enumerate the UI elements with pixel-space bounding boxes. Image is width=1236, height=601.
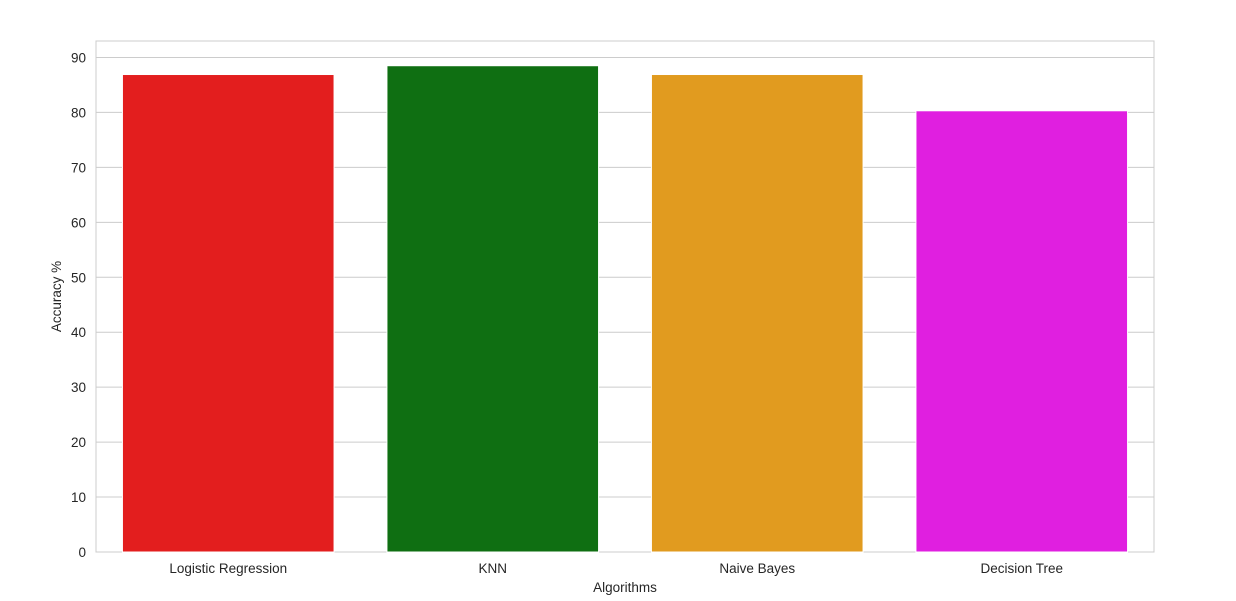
y-tick-label: 90 [71, 50, 86, 65]
bar-naive-bayes [650, 74, 864, 553]
x-tick-labels: Logistic Regression KNN Naive Bayes Decisio… [169, 561, 1063, 576]
bars [121, 65, 1129, 553]
y-tick-label: 70 [71, 160, 86, 175]
x-tick-label: KNN [478, 561, 507, 576]
y-tick-label: 40 [71, 325, 86, 340]
x-axis-label: Algorithms [593, 580, 657, 595]
y-tick-label: 80 [71, 105, 86, 120]
y-tick-label: 0 [78, 545, 86, 560]
bar-decision-tree [915, 110, 1129, 553]
y-tick-label: 20 [71, 435, 86, 450]
x-tick-label: Decision Tree [980, 561, 1063, 576]
bar-logistic-regression [121, 74, 335, 553]
y-tick-label: 50 [71, 270, 86, 285]
y-tick-labels: 0 10 20 30 40 50 60 70 80 90 [71, 50, 86, 560]
y-axis-label: Accuracy % [49, 261, 64, 332]
y-tick-label: 30 [71, 380, 86, 395]
bar-knn [386, 65, 600, 553]
x-tick-label: Naive Bayes [719, 561, 795, 576]
y-tick-label: 60 [71, 215, 86, 230]
y-tick-label: 10 [71, 490, 86, 505]
x-tick-label: Logistic Regression [169, 561, 287, 576]
